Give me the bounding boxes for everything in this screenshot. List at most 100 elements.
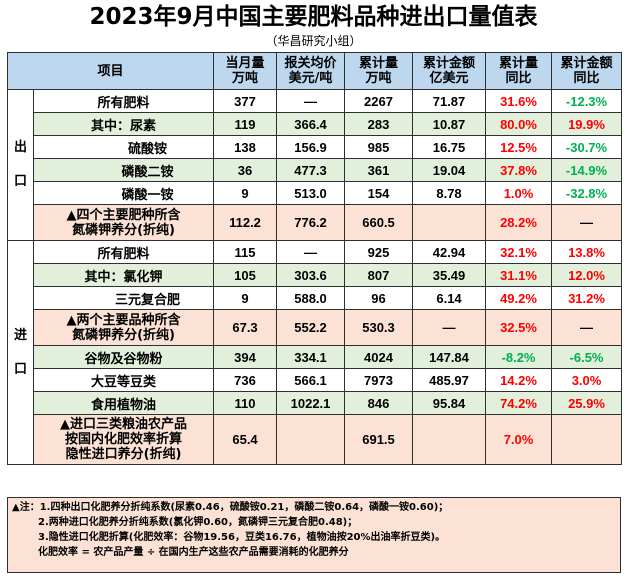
- table-cell: 377: [213, 89, 278, 113]
- table-cell: 119: [213, 112, 278, 136]
- row-label: 磷酸一铵: [32, 181, 215, 205]
- row-label: 食用植物油: [32, 391, 215, 415]
- table-cell: 138: [213, 135, 278, 159]
- table-row: 三元复合肥 9 588.0 96 6.14 49.2% 31.2%: [8, 286, 623, 310]
- table-cell: 49.2%: [485, 286, 553, 310]
- table-cell: 9: [213, 286, 278, 310]
- table-cell: -32.8%: [551, 181, 623, 205]
- row-label: 其中：尿素: [32, 112, 215, 136]
- table-row: 磷酸一铵 9 513.0 154 8.78 1.0% -32.8%: [8, 181, 623, 205]
- table-row: 进口所有肥料 115—925 42.94 32.1% 13.8%: [7, 240, 623, 465]
- table-cell: 6.14: [412, 286, 487, 310]
- table-body: 出口所有肥料 377—2267 71.87 31.6% -12.3% 其中：尿素 119 36…: [7, 89, 623, 465]
- table-row: 食用植物油 110 1022.1 846 95.84 74.2% 25.9%: [8, 391, 623, 415]
- header-cumulative-volume: 累计量 万吨: [344, 52, 414, 90]
- header-value-yoy: 累计金额 同比: [551, 52, 623, 90]
- table-cell: 394: [213, 345, 278, 369]
- footnotes: ▲注：1.四种出口化肥养分折纯系数(尿素0.46，硫酸铵0.21，磷酸二铵0.6…: [7, 497, 621, 573]
- row-label: ▲进口三类粮油农产品 按国内化肥效率折算 隐性进口养分(折纯): [32, 414, 215, 465]
- row-label: 其中：氯化钾: [32, 263, 215, 287]
- row-label: 磷酸二铵: [32, 158, 215, 182]
- table-row: 硫酸铵 138 156.9 985 16.75 12.5% -30.7%: [8, 135, 623, 159]
- table-cell: 4024: [344, 345, 414, 369]
- page-title: 2023年9月中国主要肥料品种进出口量值表: [89, 4, 538, 30]
- footnote-3: 3.隐性进口化肥折算(化肥效率：谷物19.56，豆类16.76，植物油按20%出…: [38, 532, 446, 543]
- table-row: 谷物及谷物粉 394 334.1 4024 147.84 -8.2% -6.5%: [8, 345, 623, 369]
- table-cell: 32.5%: [485, 309, 553, 346]
- table-cell: 31.6%: [485, 89, 553, 113]
- table-row: 出口所有肥料 377—2267 71.87 31.6% -12.3%: [7, 89, 623, 241]
- table-cell: 588.0: [276, 286, 346, 310]
- table-cell: —: [276, 89, 346, 113]
- export-section-label: 出口: [7, 89, 34, 241]
- table-row: ▲两个主要品种所含 氮磷钾养分(折纯) 67.3 552.2 530.3—32.5% —: [8, 309, 623, 346]
- table-cell: 14.2%: [485, 368, 553, 392]
- table-row: ▲进口三类粮油农产品 按国内化肥效率折算 隐性进口养分(折纯) 65.4 691.5 7.…: [8, 414, 623, 465]
- header-avg-price: 报关均价 美元/吨: [276, 52, 346, 90]
- table-cell: 112.2: [213, 204, 278, 241]
- table-cell: 95.84: [412, 391, 487, 415]
- table-cell: 154: [344, 181, 414, 205]
- table-cell: -14.9%: [551, 158, 623, 182]
- table-cell: -8.2%: [485, 345, 553, 369]
- table-cell: —: [551, 204, 623, 241]
- table-cell: 925: [344, 240, 414, 264]
- table-cell: 1022.1: [276, 391, 346, 415]
- table-cell: [551, 414, 623, 465]
- table-cell: —: [412, 309, 487, 346]
- table-row: 其中：氯化钾 105 303.6 807 35.49 31.1% 12.0%: [8, 263, 623, 287]
- table-cell: 65.4: [213, 414, 278, 465]
- table-cell: 16.75: [412, 135, 487, 159]
- table-cell: 19.04: [412, 158, 487, 182]
- table-cell: 37.8%: [485, 158, 553, 182]
- header-monthly-volume: 当月量 万吨: [213, 52, 278, 90]
- table-cell: 80.0%: [485, 112, 553, 136]
- table-cell: 736: [213, 368, 278, 392]
- header-row: 项目 当月量 万吨 报关均价 美元/吨 累计量 万吨 累计金额 亿美元 累计量 同比 累计…: [6, 52, 623, 90]
- table-cell: -30.7%: [551, 135, 623, 159]
- table-cell: 110: [213, 391, 278, 415]
- table-cell: —: [551, 309, 623, 346]
- row-label: 所有肥料: [32, 240, 215, 264]
- table-cell: 513.0: [276, 181, 346, 205]
- table-cell: 115: [213, 240, 278, 264]
- table-cell: -6.5%: [551, 345, 623, 369]
- table-cell: 1.0%: [485, 181, 553, 205]
- table-cell: 3.0%: [551, 368, 623, 392]
- table-cell: 31.1%: [485, 263, 553, 287]
- page-subtitle: （华昌研究小组）: [265, 34, 362, 48]
- row-label: 三元复合肥: [32, 286, 215, 310]
- table-cell: 283: [344, 112, 414, 136]
- table-cell: 147.84: [412, 345, 487, 369]
- table-cell: 25.9%: [551, 391, 623, 415]
- header-cumulative-value: 累计金额 亿美元: [412, 52, 487, 90]
- table-cell: 846: [344, 391, 414, 415]
- table-cell: 303.6: [276, 263, 346, 287]
- header-volume-yoy: 累计量 同比: [485, 52, 553, 90]
- table-cell: 42.94: [412, 240, 487, 264]
- table-cell: 74.2%: [485, 391, 553, 415]
- row-label: ▲四个主要肥种所含 氮磷钾养分(折纯): [32, 204, 215, 241]
- table-cell: 32.1%: [485, 240, 553, 264]
- table-cell: 7973: [344, 368, 414, 392]
- table-cell: 96: [344, 286, 414, 310]
- table-cell: 552.2: [276, 309, 346, 346]
- table-row: 其中：尿素 119 366.4 283 10.87 80.0% 19.9%: [8, 112, 623, 136]
- table-cell: 9: [213, 181, 278, 205]
- table-row: ▲四个主要肥种所含 氮磷钾养分(折纯) 112.2 776.2 660.5 28.2% —: [8, 204, 623, 241]
- table-cell: 660.5: [344, 204, 414, 241]
- footnote-1: ▲注：1.四种出口化肥养分折纯系数(尿素0.46，硫酸铵0.21，磷酸二铵0.6…: [12, 502, 449, 513]
- table-cell: 31.2%: [551, 286, 623, 310]
- table-cell: 19.9%: [551, 112, 623, 136]
- table-row: 大豆等豆类 736 566.1 7973 485.97 14.2% 3.0%: [8, 368, 623, 392]
- table-cell: -12.3%: [551, 89, 623, 113]
- table-cell: 12.0%: [551, 263, 623, 287]
- table-cell: 156.9: [276, 135, 346, 159]
- table-cell: 67.3: [213, 309, 278, 346]
- table-cell: 477.3: [276, 158, 346, 182]
- trade-table: 项目 当月量 万吨 报关均价 美元/吨 累计量 万吨 累计金额 亿美元 累计量 同比 累计…: [6, 52, 623, 465]
- table-cell: 2267: [344, 89, 414, 113]
- row-label: 所有肥料: [32, 89, 215, 113]
- footnote-4: 化肥效率 = 农产品产量 ÷ 在国内生产这些农产品需要消耗的化肥养分: [38, 547, 349, 558]
